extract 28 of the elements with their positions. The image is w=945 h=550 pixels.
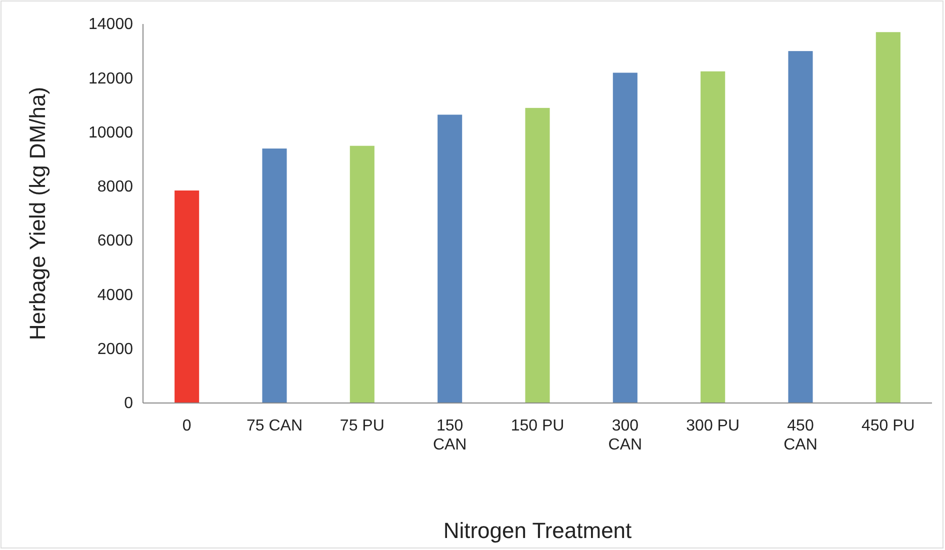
y-tick-label: 12000 <box>88 70 134 88</box>
bar <box>438 114 462 403</box>
x-tick-label: 450 CAN <box>784 417 818 454</box>
bar <box>525 108 550 403</box>
bar <box>876 32 900 403</box>
y-tick-label: 4000 <box>97 286 134 304</box>
y-tick-label: 10000 <box>88 124 134 142</box>
bar <box>612 72 638 403</box>
x-axis-title: Nitrogen Treatment <box>443 518 632 543</box>
x-tick-label: 450 PU <box>861 417 915 434</box>
y-tick-label: 0 <box>124 395 134 412</box>
bar <box>174 190 200 403</box>
bar <box>350 146 374 403</box>
y-tick-label: 14000 <box>88 16 134 34</box>
bar <box>788 51 813 403</box>
x-tick-label: 75 PU <box>340 417 384 434</box>
x-tick-label: 300 CAN <box>608 417 642 454</box>
y-axis-title: Herbage Yield (kg DM/ha) <box>25 86 50 340</box>
bar <box>262 148 287 403</box>
x-tick-label: 75 CAN <box>246 417 303 434</box>
y-tick-label: 6000 <box>97 232 134 250</box>
x-tick-label: 150 PU <box>510 417 564 434</box>
x-tick-label: 150 CAN <box>432 417 467 454</box>
x-tick-label: 300 PU <box>686 417 740 434</box>
y-tick-label: 8000 <box>97 178 134 196</box>
x-tick-label: 0 <box>182 417 192 434</box>
bar <box>700 71 726 403</box>
y-tick-label: 2000 <box>97 340 134 358</box>
